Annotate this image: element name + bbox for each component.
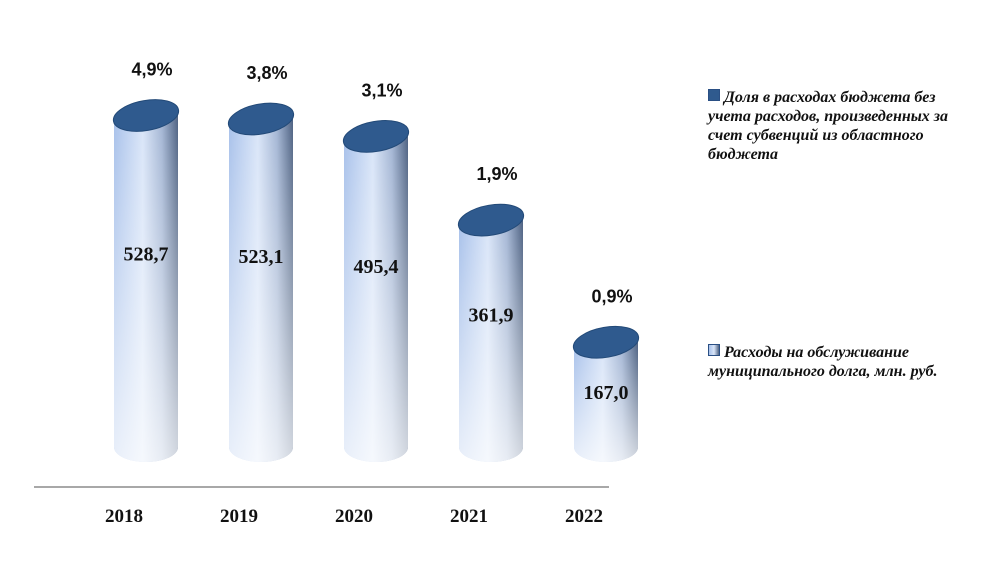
value-label: 167,0 (584, 382, 629, 404)
value-label: 495,4 (354, 256, 399, 278)
bar-body-highlight (344, 136, 408, 462)
labels-group: 528,7 4,9% 2018 523,1 3,8% 2019 495,4 3,1% 2020 3… (105, 60, 633, 527)
bar-2019 (227, 102, 295, 462)
legend-key-share (708, 89, 720, 101)
bar-top (342, 120, 410, 153)
legend-item-expenses: Расходы на обслуживание муниципального д… (708, 343, 958, 381)
bar-body-highlight (229, 119, 293, 462)
value-label: 528,7 (124, 244, 169, 266)
percent-label: 0,9% (591, 286, 632, 306)
bars-group (112, 99, 640, 462)
bar-2020 (342, 120, 410, 462)
legend-item-share: Доля в расходах бюджета без учета расход… (708, 88, 958, 164)
bar-2022 (572, 325, 640, 462)
legend-label-share: Доля в расходах бюджета без учета расход… (708, 89, 949, 163)
bar-top (457, 203, 525, 237)
value-label: 523,1 (239, 246, 284, 268)
x-tick-label: 2020 (335, 506, 373, 527)
bar-body-highlight (114, 115, 178, 462)
bar-body-highlight (459, 220, 523, 462)
legend-label-expenses: Расходы на обслуживание муниципального д… (708, 344, 938, 380)
x-tick-label: 2022 (565, 506, 603, 527)
bar-2021 (457, 203, 525, 462)
x-tick-label: 2021 (450, 506, 488, 527)
bar-2018 (112, 99, 180, 462)
value-label: 361,9 (469, 304, 514, 326)
percent-label: 3,1% (361, 80, 402, 100)
bar-top (112, 99, 180, 132)
bar-body-highlight (574, 342, 638, 462)
bar-top (227, 102, 295, 136)
x-tick-label: 2019 (220, 506, 258, 527)
x-tick-label: 2018 (105, 506, 143, 527)
percent-label: 1,9% (476, 164, 517, 184)
bar-top (572, 325, 640, 359)
percent-label: 3,8% (246, 63, 287, 83)
percent-label: 4,9% (131, 60, 172, 80)
legend-key-expenses (708, 344, 720, 356)
